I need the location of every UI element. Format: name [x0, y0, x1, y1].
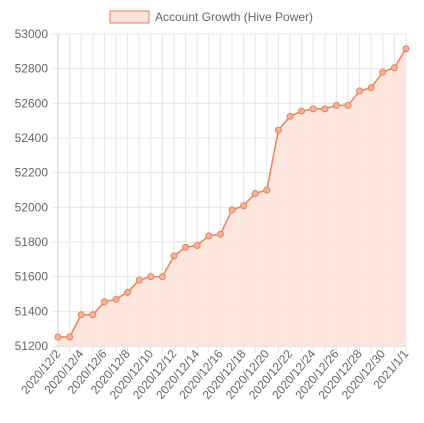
x-axis-ticks: 2020/12/22020/12/42020/12/62020/12/82020… — [18, 347, 411, 402]
data-point[interactable] — [298, 107, 306, 115]
data-point[interactable] — [54, 333, 62, 341]
data-point[interactable] — [158, 273, 166, 281]
data-point[interactable] — [228, 206, 236, 214]
series-area-fill — [58, 48, 406, 346]
y-axis-ticks: 51200 51400 51600 51800 52000 52200 52400 52600… — [15, 27, 49, 353]
y-tick-label: 51200 — [15, 339, 49, 353]
data-point[interactable] — [390, 64, 398, 72]
data-point[interactable] — [100, 298, 108, 306]
data-point[interactable] — [309, 105, 317, 113]
data-point[interactable] — [321, 105, 329, 113]
y-tick-label: 52400 — [15, 131, 49, 145]
y-tick-label: 51600 — [15, 270, 49, 284]
data-point[interactable] — [379, 68, 387, 76]
data-point[interactable] — [124, 288, 132, 296]
y-tick-label: 52200 — [15, 166, 49, 180]
data-point[interactable] — [240, 202, 248, 210]
legend-label: Account Growth (Hive Power) — [155, 10, 313, 24]
data-point[interactable] — [66, 333, 74, 341]
data-point[interactable] — [216, 230, 224, 238]
series-points — [54, 45, 410, 341]
data-point[interactable] — [77, 311, 85, 319]
data-point[interactable] — [193, 241, 201, 249]
data-point[interactable] — [356, 87, 364, 95]
data-point[interactable] — [367, 84, 375, 92]
data-point[interactable] — [205, 232, 213, 240]
legend[interactable]: Account Growth (Hive Power) — [109, 10, 313, 24]
y-tick-label: 51800 — [15, 235, 49, 249]
data-point[interactable] — [274, 126, 282, 134]
data-point[interactable] — [251, 189, 259, 197]
y-tick-label: 52600 — [15, 96, 49, 110]
data-point[interactable] — [135, 276, 143, 284]
data-point[interactable] — [402, 45, 410, 53]
y-tick-label: 52000 — [15, 200, 49, 214]
data-point[interactable] — [344, 101, 352, 109]
data-point[interactable] — [332, 101, 340, 109]
y-tick-label: 52800 — [15, 62, 49, 76]
data-point[interactable] — [263, 186, 271, 194]
data-point[interactable] — [170, 252, 178, 260]
data-point[interactable] — [286, 112, 294, 120]
data-point[interactable] — [147, 273, 155, 281]
data-point[interactable] — [89, 311, 97, 319]
y-tick-label: 51400 — [15, 304, 49, 318]
data-point[interactable] — [182, 243, 190, 251]
legend-swatch — [109, 10, 150, 24]
data-point[interactable] — [112, 295, 120, 303]
y-tick-label: 53000 — [15, 27, 49, 41]
